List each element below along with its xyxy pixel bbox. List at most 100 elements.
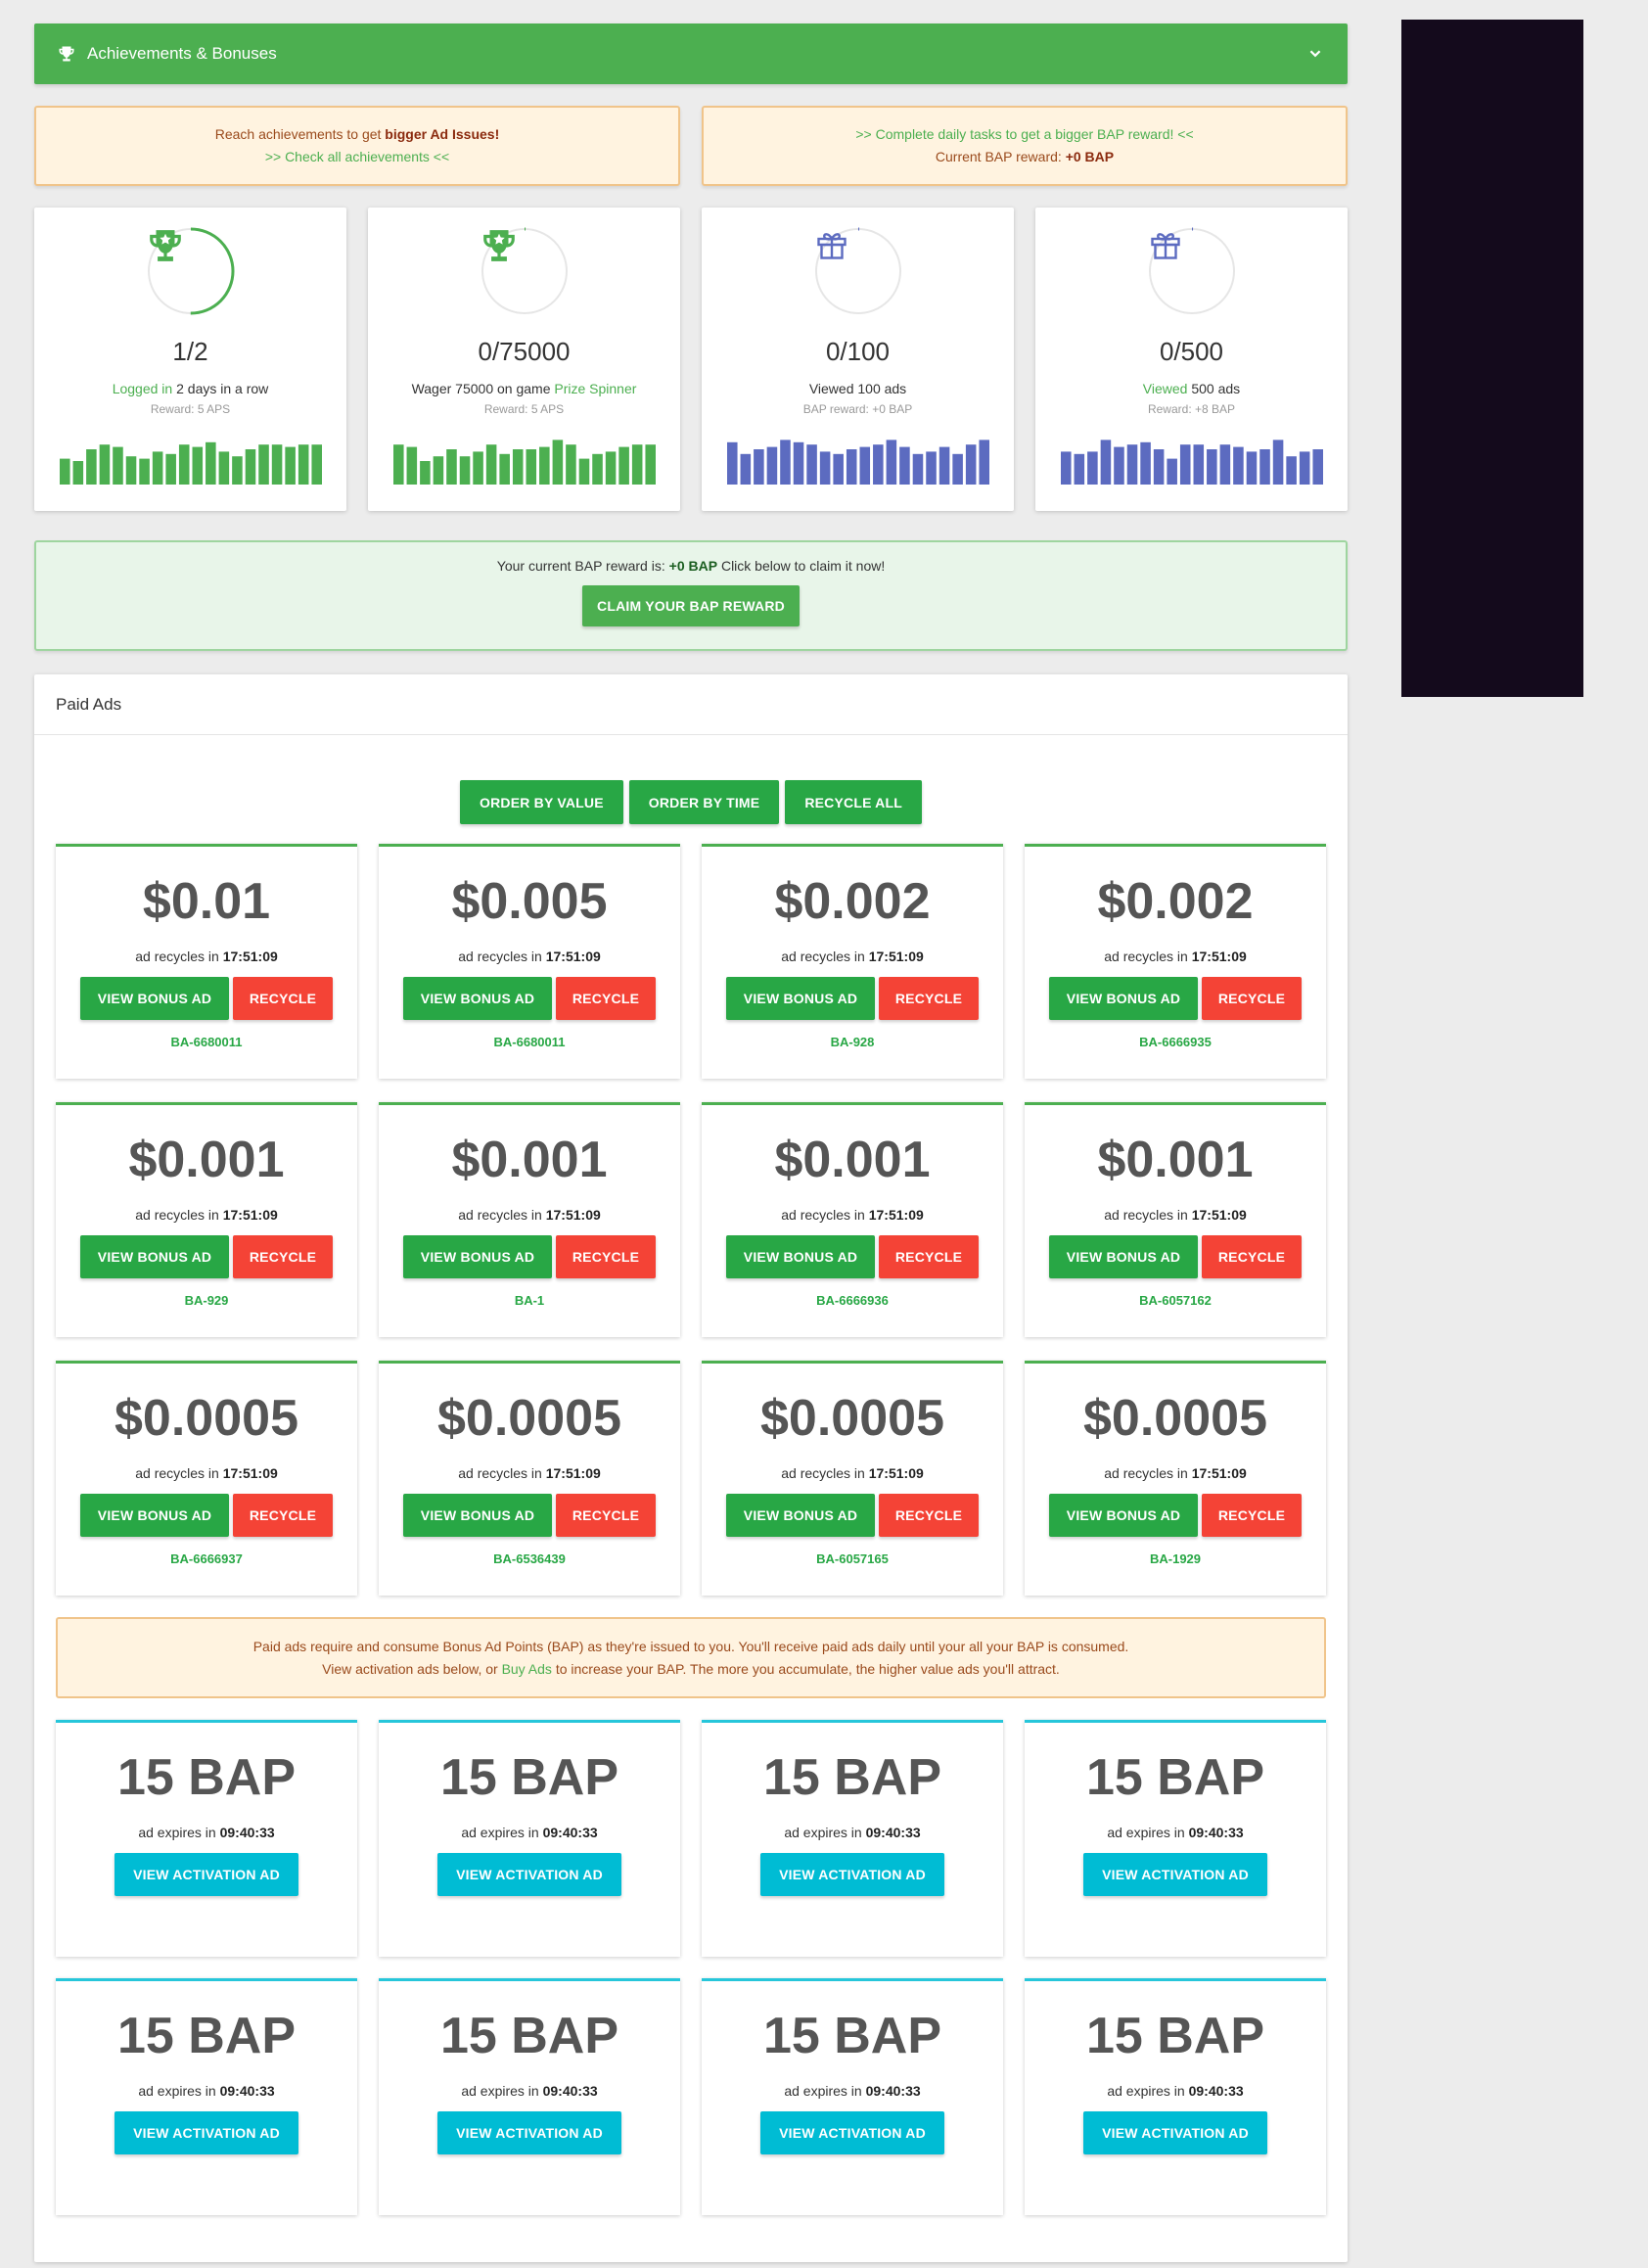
sparkline-bar	[965, 444, 976, 485]
trophy-icon	[56, 43, 77, 65]
ad-value: $0.001	[128, 1132, 285, 1188]
ad-actions: VIEW BONUS AD RECYCLE	[726, 977, 979, 1020]
achievements-notice-text: Reach achievements to get bigger Ad Issu…	[215, 123, 500, 146]
sparkline-bar	[485, 444, 496, 485]
recycle-time: 17:51:09	[868, 1465, 924, 1481]
recycle-button[interactable]: RECYCLE	[1202, 1235, 1302, 1278]
recycle-button[interactable]: RECYCLE	[233, 1494, 333, 1537]
bap-info-line2: View activation ads below, or Buy Ads to…	[322, 1658, 1060, 1681]
recycle-time: 17:51:09	[222, 1207, 278, 1223]
recycle-button[interactable]: RECYCLE	[233, 977, 333, 1020]
view-bonus-ad-button[interactable]: VIEW BONUS AD	[726, 1235, 875, 1278]
view-bonus-ad-button[interactable]: VIEW BONUS AD	[80, 977, 229, 1020]
recycle-time: 17:51:09	[868, 949, 924, 964]
stat-description: Viewed 100 ads	[809, 381, 906, 396]
recycle-prefix: ad recycles in	[781, 1465, 869, 1481]
recycle-button[interactable]: RECYCLE	[556, 977, 656, 1020]
ad-code: BA-929	[184, 1293, 229, 1308]
view-bonus-ad-button[interactable]: VIEW BONUS AD	[403, 1235, 552, 1278]
notice-text: Current BAP reward:	[935, 149, 1066, 164]
view-bonus-ad-button[interactable]: VIEW BONUS AD	[1049, 1494, 1198, 1537]
view-bonus-ad-button[interactable]: VIEW BONUS AD	[403, 977, 552, 1020]
claim-bap-button[interactable]: CLAIM YOUR BAP REWARD	[582, 585, 800, 626]
recycle-button[interactable]: RECYCLE	[879, 1235, 979, 1278]
sparkline-chart	[726, 440, 989, 485]
paid-ad-card: $0.001 ad recycles in 17:51:09 VIEW BONUS …	[56, 1102, 357, 1337]
stat-card: 1/2 Logged in 2 days in a row Reward: 5 AP…	[34, 208, 346, 511]
sparkline-bar	[766, 446, 777, 485]
sparkline-chart	[1060, 440, 1323, 485]
recycle-time: 17:51:09	[545, 1207, 601, 1223]
sparkline-bar	[925, 451, 937, 485]
expires-prefix: ad expires in	[138, 2083, 220, 2099]
view-bonus-ad-button[interactable]: VIEW BONUS AD	[726, 1494, 875, 1537]
recycle-button[interactable]: RECYCLE	[879, 977, 979, 1020]
ad-value: $0.0005	[437, 1390, 621, 1447]
recycle-button[interactable]: RECYCLE	[556, 1235, 656, 1278]
stat-reward: Reward: 5 APS	[150, 402, 231, 416]
stat-description: Logged in 2 days in a row	[113, 381, 269, 396]
sparkline-bar	[192, 446, 203, 485]
view-activation-ad-button[interactable]: VIEW ACTIVATION AD	[114, 2111, 298, 2154]
recycle-prefix: ad recycles in	[781, 1207, 869, 1223]
sparkline-bar	[753, 449, 764, 485]
gift-icon	[814, 227, 902, 315]
activation-value: 15 BAP	[762, 2008, 942, 2064]
recycle-button[interactable]: RECYCLE	[556, 1494, 656, 1537]
order-by-time-button[interactable]: ORDER BY TIME	[628, 780, 780, 824]
view-bonus-ad-button[interactable]: VIEW BONUS AD	[80, 1235, 229, 1278]
ad-actions: VIEW BONUS AD RECYCLE	[1049, 1235, 1302, 1278]
achievements-bar[interactable]: Achievements & Bonuses	[34, 23, 1348, 84]
view-bonus-ad-button[interactable]: VIEW BONUS AD	[80, 1494, 229, 1537]
view-activation-ad-button[interactable]: VIEW ACTIVATION AD	[1083, 1853, 1267, 1896]
bap-info-text: View activation ads below, or	[322, 1660, 502, 1677]
trophy-icon	[147, 227, 235, 315]
view-activation-ad-button[interactable]: VIEW ACTIVATION AD	[760, 1853, 944, 1896]
view-activation-ad-button[interactable]: VIEW ACTIVATION AD	[114, 1853, 298, 1896]
stat-desc-text: 2 days in a row	[172, 381, 269, 396]
expires-prefix: ad expires in	[138, 1825, 220, 1840]
stat-card: 0/75000 Wager 75000 on game Prize Spinner…	[368, 208, 680, 511]
activation-value: 15 BAP	[116, 2008, 297, 2064]
view-activation-ad-button[interactable]: VIEW ACTIVATION AD	[1083, 2111, 1267, 2154]
view-bonus-ad-button[interactable]: VIEW BONUS AD	[726, 977, 875, 1020]
sparkline-bar	[951, 453, 963, 485]
view-activation-ad-button[interactable]: VIEW ACTIVATION AD	[437, 2111, 621, 2154]
paid-ads-panel: Paid Ads ORDER BY VALUE ORDER BY TIME RE…	[34, 674, 1348, 2262]
daily-tasks-link[interactable]: >> Complete daily tasks to get a bigger …	[855, 126, 1194, 142]
view-bonus-ad-button[interactable]: VIEW BONUS AD	[1049, 1235, 1198, 1278]
sparkline-bar	[538, 446, 550, 485]
paid-ad-card: $0.001 ad recycles in 17:51:09 VIEW BONUS …	[702, 1102, 1003, 1337]
buy-ads-link[interactable]: Buy Ads	[501, 1660, 552, 1677]
order-by-value-button[interactable]: ORDER BY VALUE	[459, 780, 623, 824]
recycle-button[interactable]: RECYCLE	[879, 1494, 979, 1537]
stat-desc-text: Viewed 100 ads	[808, 381, 907, 396]
side-ad-banner[interactable]	[1401, 20, 1583, 697]
view-activation-ad-button[interactable]: VIEW ACTIVATION AD	[437, 1853, 621, 1896]
ad-recycle-timer: ad recycles in 17:51:09	[135, 949, 278, 964]
activation-ad-card: 15 BAP ad expires in 09:40:33 VIEW ACTIVAT…	[702, 1978, 1003, 2215]
recycle-all-button[interactable]: RECYCLE ALL	[785, 780, 922, 824]
ad-expiry-timer: ad expires in 09:40:33	[784, 1825, 920, 1840]
daily-tasks-notice: >> Complete daily tasks to get a bigger …	[702, 106, 1348, 186]
recycle-prefix: ad recycles in	[135, 949, 223, 964]
chevron-down-icon[interactable]	[1305, 43, 1326, 65]
progress-arc	[814, 227, 901, 315]
ad-expiry-timer: ad expires in 09:40:33	[461, 1825, 597, 1840]
gift-icon	[1148, 227, 1236, 315]
recycle-button[interactable]: RECYCLE	[233, 1235, 333, 1278]
check-achievements-link[interactable]: >> Check all achievements <<	[264, 149, 450, 164]
recycle-button[interactable]: RECYCLE	[1202, 977, 1302, 1020]
claim-bap-panel: Your current BAP reward is: +0 BAP Click…	[34, 540, 1348, 651]
view-bonus-ad-button[interactable]: VIEW BONUS AD	[403, 1494, 552, 1537]
sparkline-bar	[618, 446, 629, 485]
recycle-time: 17:51:09	[222, 949, 278, 964]
stat-count: 0/100	[825, 337, 891, 366]
sparkline-bar	[631, 444, 642, 485]
activation-ad-card: 15 BAP ad expires in 09:40:33 VIEW ACTIVAT…	[56, 1978, 357, 2215]
view-bonus-ad-button[interactable]: VIEW BONUS AD	[1049, 977, 1198, 1020]
recycle-button[interactable]: RECYCLE	[1202, 1494, 1302, 1537]
ad-recycle-timer: ad recycles in 17:51:09	[458, 1207, 601, 1223]
recycle-time: 17:51:09	[868, 1207, 924, 1223]
view-activation-ad-button[interactable]: VIEW ACTIVATION AD	[760, 2111, 944, 2154]
